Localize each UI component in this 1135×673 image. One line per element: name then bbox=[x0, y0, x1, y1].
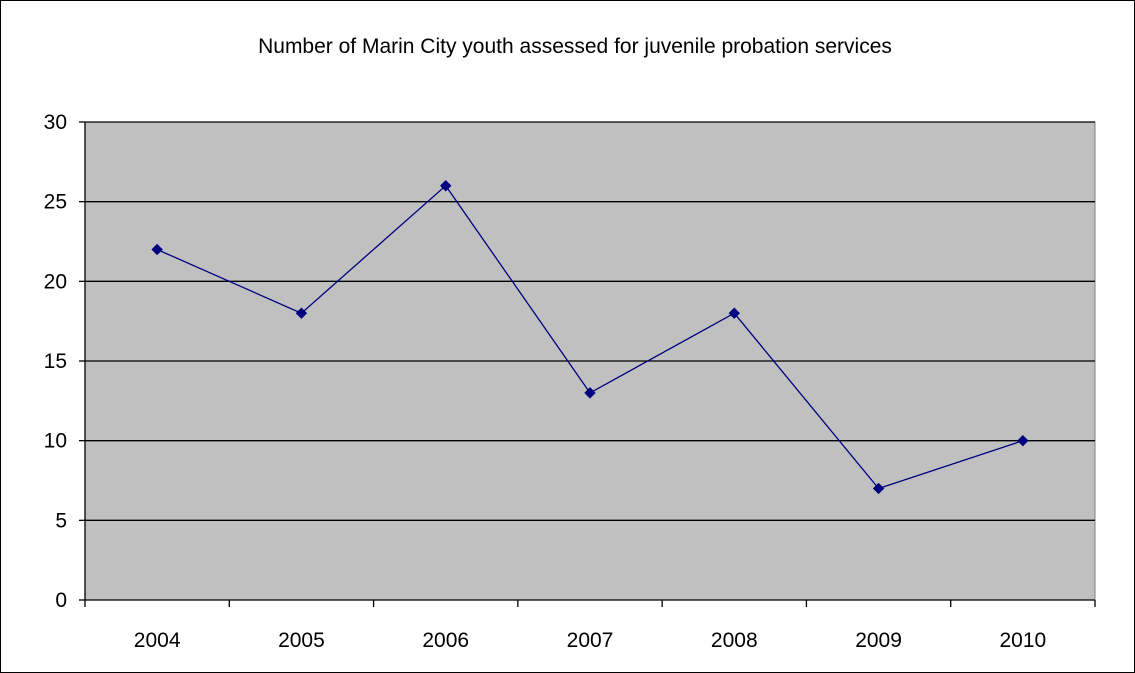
axes bbox=[79, 121, 1096, 607]
x-axis-tick-label: 2008 bbox=[711, 629, 758, 652]
data-point-marker bbox=[584, 387, 596, 399]
x-axis-tick-label: 2005 bbox=[278, 629, 325, 652]
x-axis-tick-label: 2009 bbox=[855, 629, 902, 652]
y-axis-tick-label: 25 bbox=[44, 191, 67, 214]
data-point-marker bbox=[1017, 434, 1029, 447]
x-axis-tick-label: 2010 bbox=[999, 629, 1046, 652]
y-axis-tick-label: 5 bbox=[55, 509, 67, 532]
x-axis-tick-label: 2006 bbox=[422, 629, 469, 652]
y-axis-tick-label: 0 bbox=[55, 589, 67, 612]
data-point-marker bbox=[728, 307, 740, 319]
y-axis-tick-label: 15 bbox=[44, 350, 67, 373]
y-axis-tick-label: 10 bbox=[44, 430, 67, 453]
x-axis-tick-labels: 2004 2005 2006 2007 2008 2009 2010 bbox=[134, 629, 1046, 652]
y-axis-tick-label: 30 bbox=[44, 111, 67, 134]
x-axis-tick-label: 2007 bbox=[567, 629, 614, 652]
data-point-marker bbox=[440, 180, 452, 192]
data-point-marker bbox=[151, 243, 163, 256]
gridlines bbox=[85, 121, 1095, 521]
data-point-marker bbox=[872, 482, 885, 495]
y-axis-tick-labels: 0 5 10 15 20 25 30 bbox=[44, 111, 67, 612]
y-axis-tick-label: 20 bbox=[44, 270, 67, 293]
chart-title: Number of Marin City youth assessed for … bbox=[258, 35, 892, 58]
data-point-marker bbox=[295, 307, 308, 319]
x-axis-tick-label: 2004 bbox=[134, 629, 181, 652]
data-series bbox=[151, 180, 1029, 495]
